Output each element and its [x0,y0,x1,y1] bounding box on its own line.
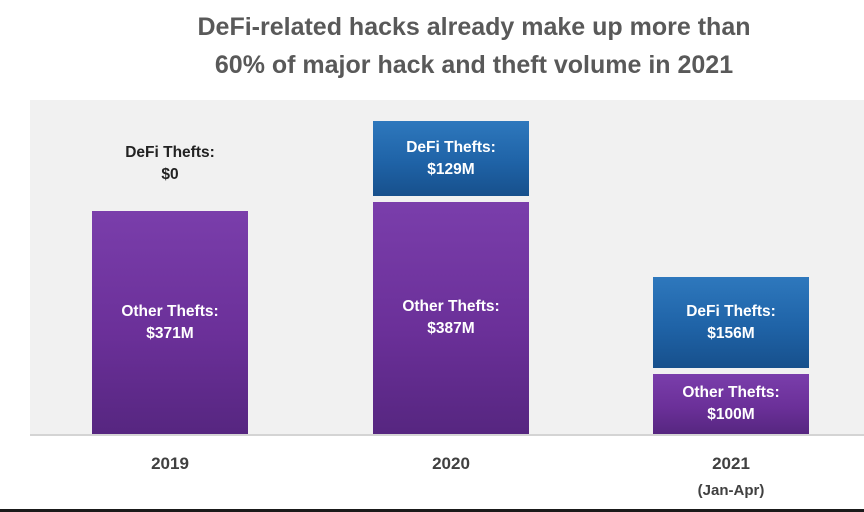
chart-title-line-1: DeFi-related hacks already make up more … [197,13,751,41]
data-label-defi-thefts-2019: DeFi Thefts: $0 [90,142,250,186]
data-label-other-thefts-2021-line-2: $100M [707,406,755,423]
bar-other-thefts-2019: Other Thefts: $371M [92,211,248,434]
data-label-other-thefts-2021-line-1: Other Thefts: [682,384,780,401]
x-axis-baseline [30,434,864,436]
data-label-other-thefts-2020-line-1: Other Thefts: [402,297,500,315]
data-label-defi-thefts-2020-line-1: DeFi Thefts: [406,138,496,156]
x-tick-sublabel-2021: (Jan-Apr) [697,482,765,499]
data-label-other-thefts-2019-line-2: $371M [146,324,194,342]
bar-defi-thefts-2021: DeFi Thefts: $156M [653,277,809,368]
bar-other-thefts-2020: Other Thefts: $387M [373,201,529,434]
data-label-defi-thefts-2021-line-1: DeFi Thefts: [686,302,776,320]
data-label-defi-thefts-2020-line-2: $129M [427,160,475,178]
chart-title: DeFi-related hacks already make up more … [0,8,864,84]
data-label-other-thefts-2020-line-2: $387M [427,319,475,337]
x-tick-label-2020: 2020 [432,454,470,473]
data-label-defi-thefts-2019-line-2: $0 [161,166,179,184]
x-tick-label-2021: 2021 [712,454,750,473]
bottom-rule [0,509,864,512]
data-label-defi-thefts-2021-line-2: $156M [707,324,755,342]
x-tick-label-2019: 2019 [151,454,189,473]
data-label-other-thefts-2019-line-1: Other Thefts: [121,302,219,320]
data-label-defi-thefts-2019-line-1: DeFi Thefts: [125,144,215,162]
bar-other-thefts-2021: Other Thefts: $100M [653,374,809,434]
chart-title-line-2: 60% of major hack and theft volume in 20… [214,51,734,79]
bar-defi-thefts-2020: DeFi Thefts: $129M [373,121,529,196]
